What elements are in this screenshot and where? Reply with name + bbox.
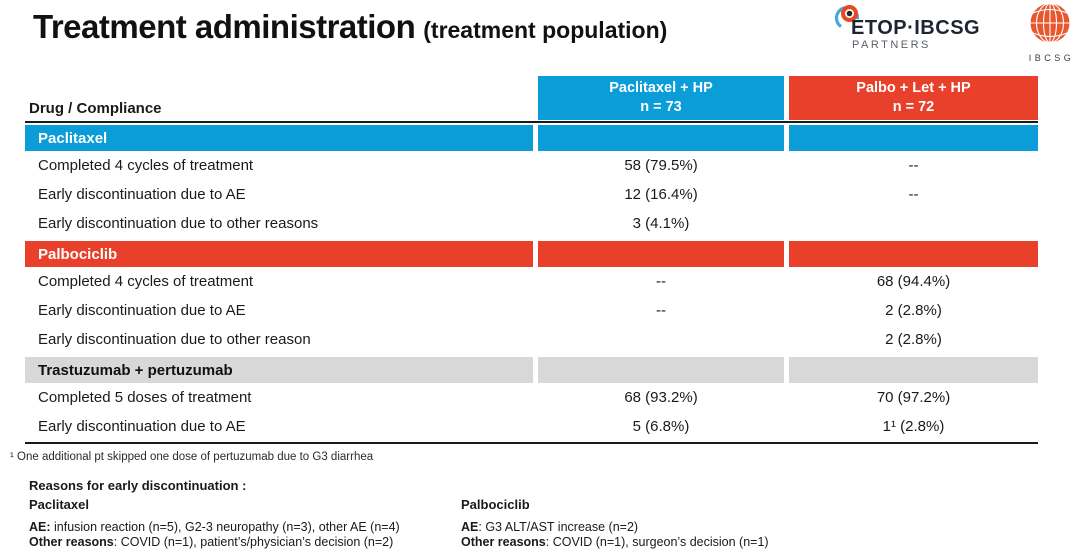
column-header-drug-compliance: Drug / Compliance xyxy=(29,100,162,117)
ibcsg-logo: IBCSG xyxy=(1024,2,1076,63)
row-label: Early discontinuation due to other reaso… xyxy=(38,215,319,232)
reasons-paclitaxel: Paclitaxel AE: infusion reaction (n=5), … xyxy=(29,497,449,551)
table-row: Completed 5 doses of treatment 68 (93.2%… xyxy=(25,383,1038,412)
table-row: Completed 4 cycles of treatment -- 68 (9… xyxy=(25,267,1038,296)
row-label: Completed 5 doses of treatment xyxy=(38,389,252,406)
reasons-ae-line: AE: G3 ALT/AST increase (n=2) xyxy=(461,519,639,534)
treatment-table: Drug / Compliance Paclitaxel + HP n = 73… xyxy=(25,76,1038,444)
value-cell: -- xyxy=(908,186,919,203)
value-cell: 70 (97.2%) xyxy=(876,389,951,406)
ibcsg-logo-text: IBCSG xyxy=(1028,53,1075,63)
table-row: Early discontinuation due to other reaso… xyxy=(25,325,1038,354)
value-cell: -- xyxy=(656,273,666,290)
row-label: Completed 4 cycles of treatment xyxy=(38,273,254,290)
globe-icon xyxy=(1028,2,1072,50)
column-header-paclitaxel-hp: Paclitaxel + HP n = 73 xyxy=(538,76,784,120)
value-cell xyxy=(538,325,784,354)
value-cell: 2 (2.8%) xyxy=(885,302,942,319)
value-cell: 1¹ (2.8%) xyxy=(882,418,945,435)
reasons-heading: Reasons for early discontinuation : xyxy=(29,478,247,493)
row-label: Early discontinuation due to AE xyxy=(38,186,246,203)
value-cell: 58 (79.5%) xyxy=(624,157,698,174)
value-cell: 68 (93.2%) xyxy=(624,389,698,406)
reasons-drug-name: Palbociclib xyxy=(461,497,530,512)
section-header-palbociclib: Palbociclib xyxy=(25,241,1038,267)
value-cell: -- xyxy=(656,302,666,319)
table-row: Early discontinuation due to AE -- 2 (2.… xyxy=(25,296,1038,325)
reasons-palbociclib: Palbociclib AE: G3 ALT/AST increase (n=2… xyxy=(461,497,881,551)
table-row: Completed 4 cycles of treatment 58 (79.5… xyxy=(25,151,1038,180)
value-cell: 3 (4.1%) xyxy=(632,215,690,232)
value-cell: 5 (6.8%) xyxy=(632,418,690,435)
value-cell: 12 (16.4%) xyxy=(624,186,698,203)
footnote: ¹ One additional pt skipped one dose of … xyxy=(10,451,374,463)
column-header-palbo-let-hp: Palbo + Let + HP n = 72 xyxy=(789,76,1038,120)
value-cell: 68 (94.4%) xyxy=(876,273,951,290)
section-header-trastuzumab-pertuzumab: Trastuzumab + pertuzumab xyxy=(25,357,1038,383)
page-title-suffix: (treatment population) xyxy=(423,17,668,43)
etop-logo-text: ETOP·IBCSG xyxy=(851,17,981,39)
row-label: Completed 4 cycles of treatment xyxy=(38,157,254,174)
row-label: Early discontinuation due to other reaso… xyxy=(38,331,311,348)
page-title-main: Treatment administration xyxy=(33,8,416,45)
reasons-other-line: Other reasons: COVID (n=1), surgeon’s de… xyxy=(461,535,769,549)
etop-logo-subtext: PARTNERS xyxy=(852,39,931,51)
row-label: Early discontinuation due to AE xyxy=(38,418,246,435)
table-row: Early discontinuation due to other reaso… xyxy=(25,209,1038,238)
etop-logo-icon xyxy=(834,4,862,31)
reasons-other-line: Other reasons: COVID (n=1), patient’s/ph… xyxy=(29,535,394,549)
value-cell xyxy=(789,209,1038,238)
reasons-drug-name: Paclitaxel xyxy=(29,497,89,512)
table-header-row: Drug / Compliance Paclitaxel + HP n = 73… xyxy=(25,76,1038,120)
table-row: Early discontinuation due to AE 5 (6.8%)… xyxy=(25,412,1038,441)
value-cell: -- xyxy=(908,157,919,174)
row-label: Early discontinuation due to AE xyxy=(38,302,246,319)
table-bottom-line xyxy=(25,442,1038,444)
reasons-ae-line: AE: infusion reaction (n=5), G2-3 neurop… xyxy=(29,519,400,534)
page-title: Treatment administration (treatment popul… xyxy=(33,8,667,46)
table-row: Early discontinuation due to AE 12 (16.4… xyxy=(25,180,1038,209)
header-divider-line xyxy=(25,121,1038,123)
etop-ibcsg-logo: ETOP·IBCSG PARTNERS xyxy=(833,2,983,52)
value-cell: 2 (2.8%) xyxy=(885,331,942,348)
section-header-paclitaxel: Paclitaxel xyxy=(25,125,1038,151)
